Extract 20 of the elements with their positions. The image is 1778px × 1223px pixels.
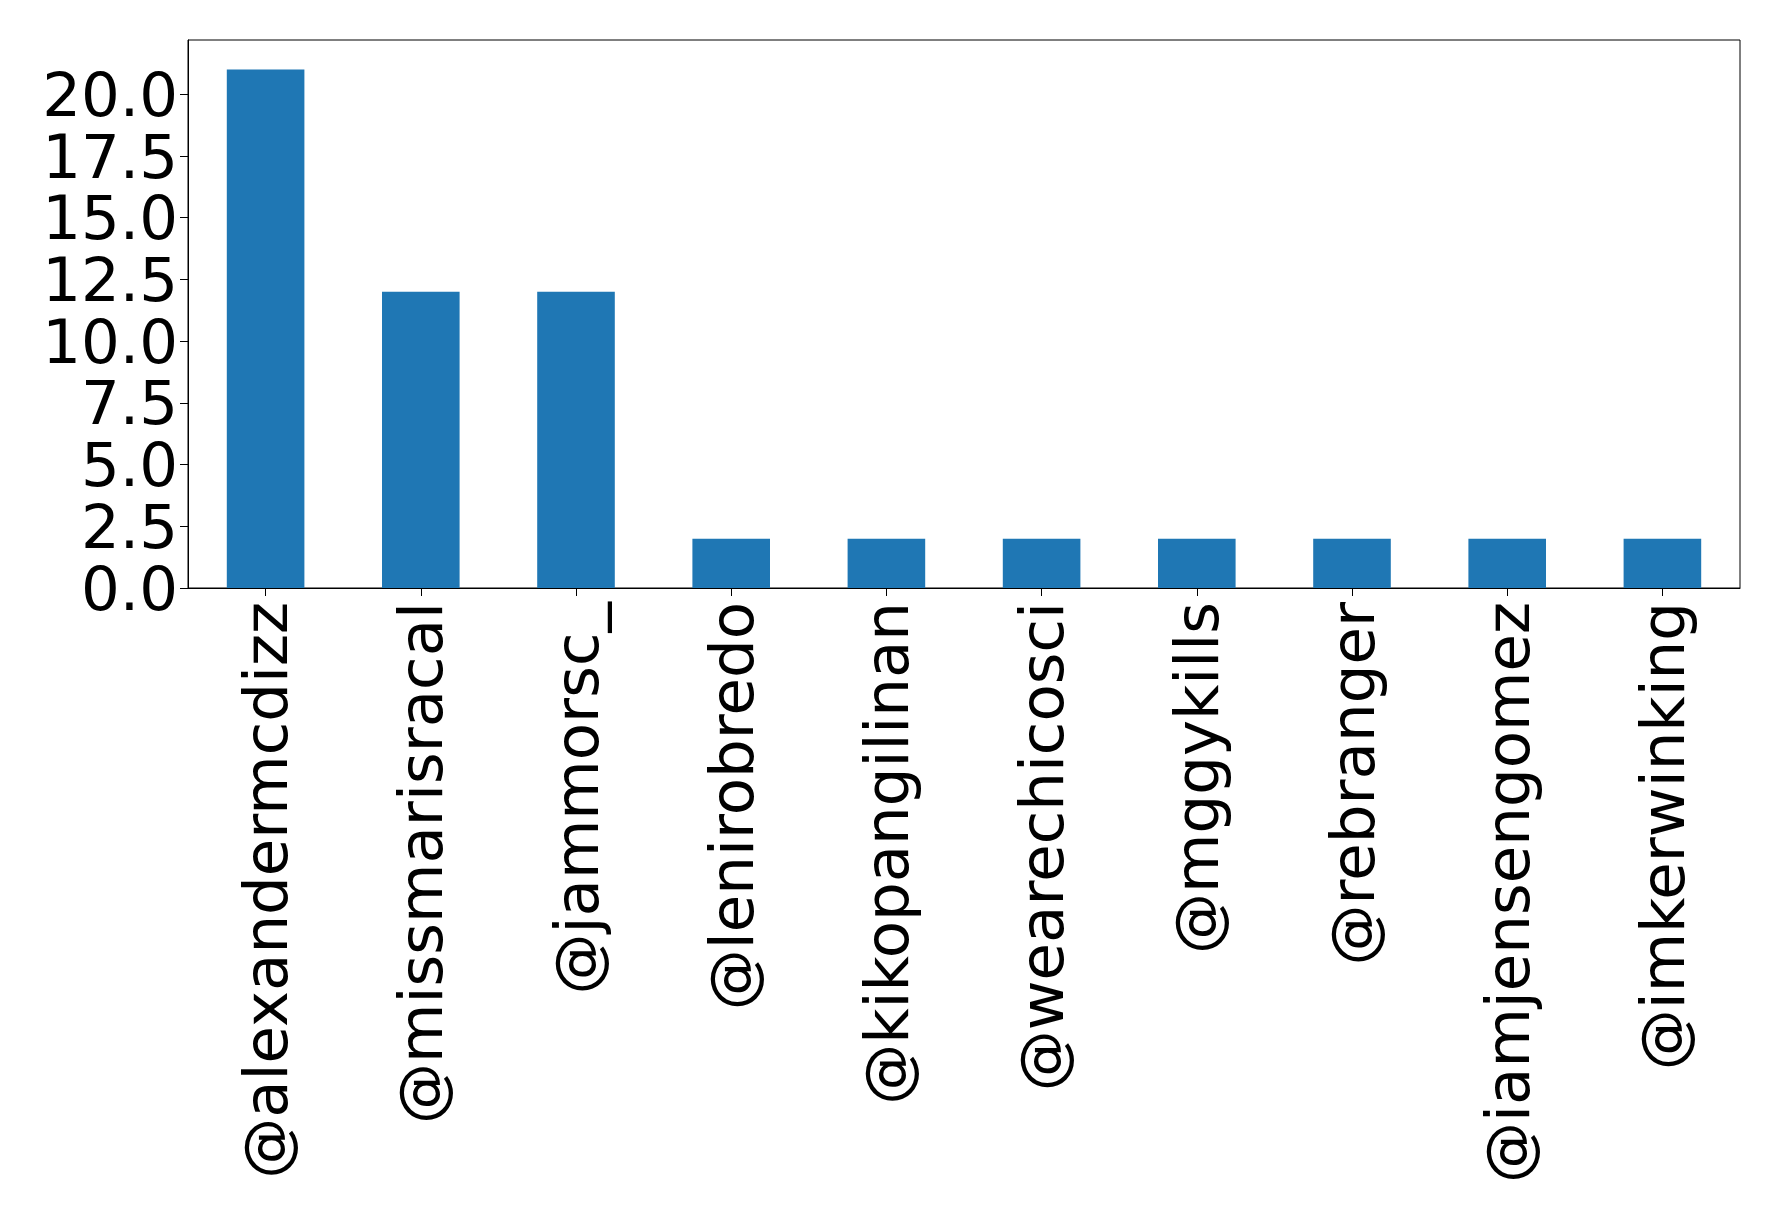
x-tick-label: @lenirobredo bbox=[695, 602, 767, 1011]
x-tick-label: @missmarisracal bbox=[385, 602, 457, 1124]
bar bbox=[226, 69, 305, 588]
x-tick-label: @rebranger bbox=[1316, 601, 1388, 966]
x-tick-label: @jammorsc_ bbox=[540, 600, 612, 995]
bar bbox=[1468, 538, 1546, 588]
x-tick-label: @iamjensengomez bbox=[1471, 602, 1543, 1183]
bar bbox=[1623, 538, 1702, 588]
bar bbox=[1313, 538, 1391, 588]
x-tick-label: @kikopangilinan bbox=[850, 602, 922, 1105]
x-tick-label: @wearechicosci bbox=[1006, 602, 1078, 1092]
x-tick-label: @imkerwinking bbox=[1626, 602, 1698, 1071]
bar bbox=[847, 538, 926, 588]
bar bbox=[382, 291, 460, 588]
bar bbox=[1158, 538, 1236, 588]
bar bbox=[537, 291, 615, 588]
x-tick-label: @mggykills bbox=[1161, 602, 1233, 954]
bar bbox=[1002, 538, 1081, 588]
bar bbox=[692, 538, 770, 588]
x-tick-label: @alexandermcdizz bbox=[230, 602, 302, 1179]
